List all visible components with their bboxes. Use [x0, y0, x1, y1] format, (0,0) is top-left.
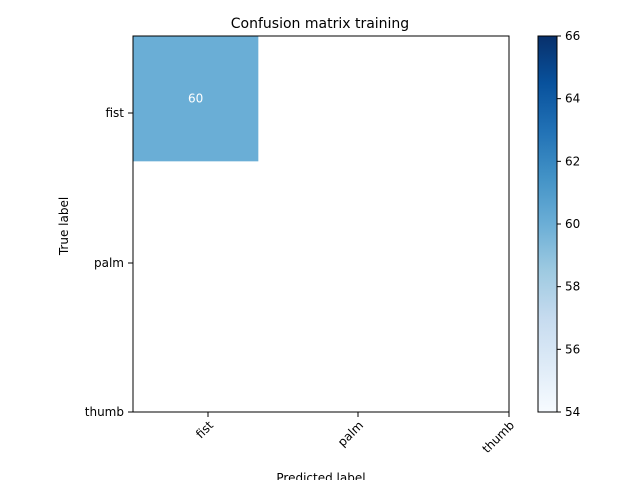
plot-frame: [132, 35, 510, 413]
colorbar-ticks: 54 56 58 60 62 64 66: [557, 29, 580, 419]
x-tick-label-palm: palm: [335, 418, 366, 449]
x-tick-label-fist: fist: [193, 418, 216, 441]
x-tick-label-thumb: thumb: [479, 418, 517, 456]
colorbar-tick-label: 60: [565, 217, 580, 231]
y-tick-label-fist: fist: [105, 106, 124, 120]
heatmap-cells: 60: [133, 36, 259, 162]
colorbar: [537, 35, 558, 413]
matrix-cell-fist-fist: [133, 36, 259, 162]
cell-value-label: 60: [188, 92, 203, 106]
chart-title: Confusion matrix training: [231, 16, 409, 32]
y-tick-label-thumb: thumb: [85, 405, 124, 419]
y-axis-label: True label: [57, 197, 71, 256]
colorbar-tick-label: 58: [565, 280, 580, 294]
colorbar-tick-label: 54: [565, 405, 580, 419]
x-axis-ticks: fist palm thumb: [193, 412, 517, 456]
colorbar-tick-label: 62: [565, 154, 580, 168]
colorbar-tick-label: 64: [565, 92, 580, 106]
x-axis-label: Predicted label: [276, 471, 365, 480]
colorbar-tick-label: 56: [565, 342, 580, 356]
y-axis-ticks: fist palm thumb: [85, 106, 133, 419]
colorbar-tick-label: 66: [565, 29, 580, 43]
y-tick-label-palm: palm: [94, 256, 124, 270]
